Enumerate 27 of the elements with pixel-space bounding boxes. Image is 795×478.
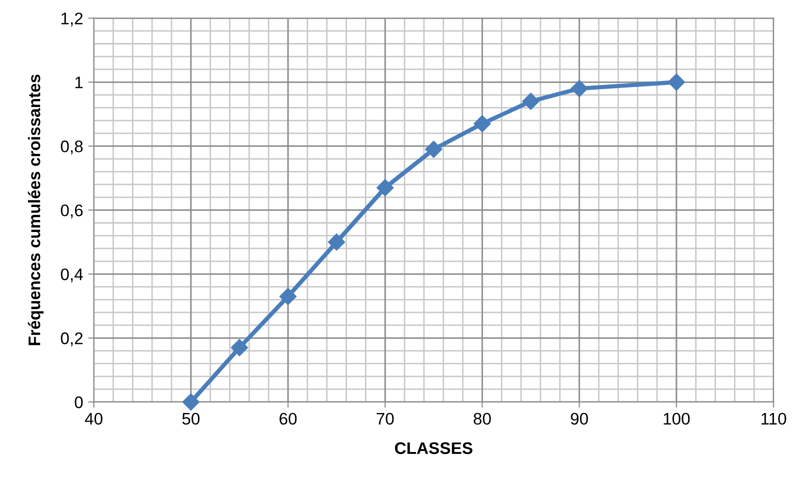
- x-tick-label: 60: [280, 412, 297, 425]
- point: [570, 80, 588, 98]
- x-tick-label: 80: [474, 412, 491, 425]
- point: [182, 393, 200, 411]
- point: [376, 179, 394, 196]
- point: [230, 339, 248, 356]
- y-tick-label: 0,8: [60, 140, 83, 154]
- y-tick-label: 0,6: [60, 204, 83, 218]
- x-axis-title: CLASSES: [394, 442, 472, 454]
- y-tick-label: 1,2: [62, 12, 83, 26]
- y-tick-label: 0: [74, 396, 83, 408]
- y-axis-title: Fréquences cumulées croissantes: [28, 74, 44, 346]
- x-tick-label: 50: [182, 412, 200, 425]
- point: [328, 234, 346, 251]
- point: [522, 92, 540, 110]
- point: [474, 115, 491, 132]
- point: [425, 140, 442, 158]
- x-tick-label: 90: [570, 412, 588, 425]
- x-tick-label: 70: [376, 412, 394, 425]
- x-tick-label: 100: [664, 412, 690, 425]
- x-tick-label: 40: [84, 412, 102, 425]
- x-tick-label: 110: [762, 412, 786, 425]
- point: [668, 74, 685, 91]
- y-tick-label: 0,2: [60, 332, 83, 346]
- y-tick-label: 1: [75, 76, 83, 88]
- y-tick-label: 0,4: [60, 268, 83, 282]
- point: [279, 288, 297, 305]
